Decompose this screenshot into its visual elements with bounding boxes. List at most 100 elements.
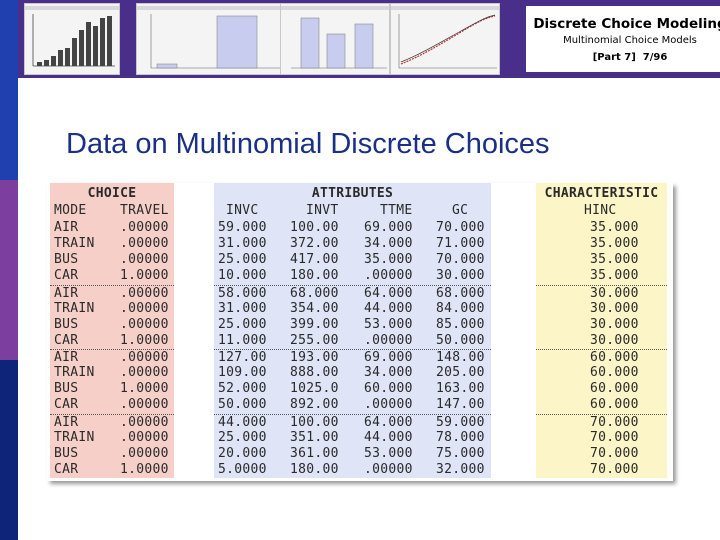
- table-row: 52.000 1025.0 60.000 163.00: [214, 381, 491, 397]
- table-row: 30.000: [536, 301, 667, 317]
- table-cell: 70.000: [436, 220, 485, 235]
- table-cell: 44.000: [364, 429, 413, 445]
- table-cell: 1025.0: [290, 381, 339, 397]
- table-cell: 100.00: [290, 220, 339, 235]
- choice-rows: AIR .00000 TRAIN .00000 BUS .00000 CAR 1.0000 AI…: [50, 220, 174, 478]
- table-cell: 1.0000: [120, 461, 169, 477]
- sidebar-segment-bottom: [0, 360, 18, 540]
- table-row: 70.000: [536, 462, 667, 478]
- table-row: 35.000: [536, 268, 667, 284]
- table-cell: 78.000: [436, 429, 485, 445]
- table-cell: 255.00: [290, 332, 339, 348]
- table-row: 31.000 372.00 34.000 71.000: [214, 236, 491, 252]
- table-cell: .00000: [120, 285, 169, 301]
- invc-column-header: INVC: [226, 203, 259, 218]
- table-row: 109.00 888.00 34.000 205.00: [214, 365, 491, 381]
- table-cell: CAR: [54, 268, 79, 284]
- table-cell: 30.000: [590, 300, 639, 316]
- table-row: AIR .00000: [50, 220, 174, 236]
- table-cell: .00000: [364, 397, 413, 413]
- choice-block: CHOICE MODE TRAVEL AIR .00000 TRAIN .00000 B…: [50, 183, 174, 478]
- table-cell: 25.000: [218, 316, 267, 332]
- thumbnail-scatter-curve: [390, 3, 500, 75]
- table-cell: 60.000: [590, 365, 639, 381]
- table-cell: .00000: [120, 350, 169, 365]
- table-row: TRAIN .00000: [50, 236, 174, 252]
- table-row: 58.000 68.000 64.000 68.000: [214, 284, 491, 301]
- table-cell: 75.000: [436, 445, 485, 461]
- table-cell: TRAIN: [54, 236, 95, 252]
- table-cell: .00000: [120, 300, 169, 316]
- table-cell: 180.00: [290, 268, 339, 284]
- table-row: 30.000: [536, 284, 667, 301]
- top-banner: Discrete Choice Modeling Multinomial Cho…: [18, 0, 720, 78]
- table-row: 60.000: [536, 397, 667, 413]
- table-cell: 70.000: [590, 445, 639, 461]
- ttme-column-header: TTME: [380, 203, 413, 218]
- table-row: 11.000 255.00 .00000 50.000: [214, 333, 491, 349]
- table-cell: 148.00: [436, 350, 485, 365]
- table-row: 35.000: [536, 236, 667, 252]
- table-cell: 417.00: [290, 252, 339, 268]
- table-row: TRAIN .00000: [50, 430, 174, 446]
- table-row: 70.000: [536, 430, 667, 446]
- table-cell: 11.000: [218, 332, 267, 348]
- table-cell: .00000: [120, 316, 169, 332]
- table-cell: 69.000: [364, 350, 413, 365]
- table-cell: 64.000: [364, 414, 413, 430]
- slide-title: Data on Multinomial Discrete Choices: [66, 128, 550, 160]
- table-cell: .00000: [120, 445, 169, 461]
- table-cell: CAR: [54, 397, 79, 413]
- table-cell: .00000: [364, 268, 413, 284]
- mode-column-header: MODE: [54, 203, 87, 218]
- table-cell: BUS: [54, 252, 79, 268]
- table-cell: 25.000: [218, 429, 267, 445]
- table-cell: CAR: [54, 332, 79, 348]
- table-row: AIR .00000: [50, 413, 174, 430]
- table-cell: 205.00: [436, 365, 485, 381]
- table-cell: 32.000: [436, 461, 485, 477]
- table-cell: 180.00: [290, 461, 339, 477]
- table-cell: 354.00: [290, 300, 339, 316]
- table-cell: 50.000: [218, 397, 267, 413]
- bar-chart-image: [150, 14, 283, 69]
- table-cell: 34.000: [364, 236, 413, 252]
- characteristic-rows: 35.000 35.000 35.000 35.000 30.000 30.000 30.0…: [536, 220, 667, 478]
- table-cell: BUS: [54, 445, 79, 461]
- table-cell: 58.000: [218, 285, 267, 301]
- table-cell: .00000: [120, 236, 169, 252]
- table-cell: 64.000: [364, 285, 413, 301]
- hinc-column-header: HINC: [584, 203, 617, 218]
- table-row: 30.000: [536, 333, 667, 349]
- table-cell: 59.000: [218, 220, 267, 235]
- three-bars-image: [291, 17, 387, 69]
- table-cell: 60.000: [364, 381, 413, 397]
- table-cell: 52.000: [218, 381, 267, 397]
- table-cell: 31.000: [218, 300, 267, 316]
- table-cell: 84.000: [436, 300, 485, 316]
- course-title: Discrete Choice Modeling: [533, 16, 720, 32]
- table-row: 10.000 180.00 .00000 30.000: [214, 268, 491, 284]
- table-cell: AIR: [54, 285, 79, 301]
- sidebar-segment-middle: [0, 180, 18, 360]
- table-cell: 71.000: [436, 236, 485, 252]
- table-row: 35.000: [536, 252, 667, 268]
- table-row: BUS .00000: [50, 317, 174, 333]
- histogram-image: [32, 14, 115, 67]
- table-row: 35.000: [536, 220, 667, 236]
- table-cell: 30.000: [436, 268, 485, 284]
- table-cell: 53.000: [364, 445, 413, 461]
- thumbnail-histogram: [24, 3, 120, 75]
- table-cell: .00000: [364, 461, 413, 477]
- table-cell: TRAIN: [54, 429, 95, 445]
- header-title-box: Discrete Choice Modeling Multinomial Cho…: [524, 4, 720, 74]
- table-cell: .00000: [120, 220, 169, 235]
- table-row: 70.000: [536, 413, 667, 430]
- table-cell: 85.000: [436, 316, 485, 332]
- table-cell: .00000: [120, 397, 169, 413]
- table-cell: BUS: [54, 316, 79, 332]
- table-cell: 1.0000: [120, 381, 169, 397]
- course-subtitle: Multinomial Choice Models: [563, 35, 697, 46]
- table-cell: AIR: [54, 350, 79, 365]
- gc-column-header: GC: [452, 203, 469, 218]
